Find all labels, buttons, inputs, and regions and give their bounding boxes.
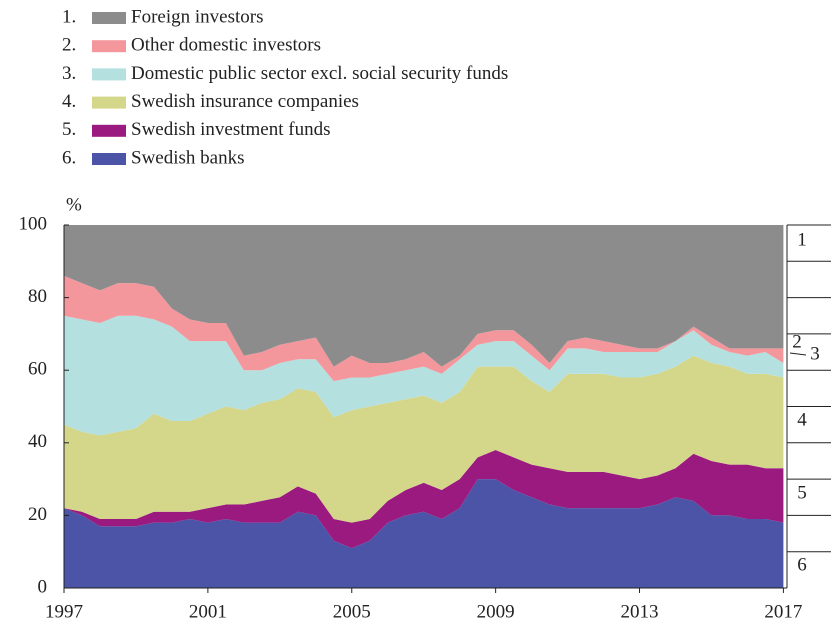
- legend-label: Domestic public sector excl. social secu…: [131, 63, 508, 84]
- area: [64, 225, 784, 367]
- legend-swatch: [92, 124, 126, 137]
- area: [64, 355, 784, 523]
- x-tick-label: 2005: [333, 601, 371, 622]
- area-label: 4: [797, 409, 807, 430]
- y-tick-label: 100: [19, 213, 48, 234]
- area-label: 1: [797, 229, 807, 250]
- y-unit: %: [66, 194, 82, 215]
- legend-number: 1.: [62, 6, 76, 27]
- area-label: 5: [797, 482, 807, 503]
- x-tick-label: 1997: [45, 601, 83, 622]
- area: [64, 450, 784, 549]
- y-tick-label: 40: [28, 431, 47, 452]
- area-label: 2: [792, 331, 802, 352]
- legend-label: Swedish insurance companies: [131, 91, 359, 112]
- area-label: 3: [810, 343, 820, 364]
- legend-swatch: [92, 12, 126, 24]
- area: [64, 479, 784, 588]
- legend-label: Foreign investors: [131, 6, 263, 27]
- area: [64, 275, 784, 382]
- y-tick-label: 0: [38, 576, 48, 597]
- x-tick-label: 2017: [764, 601, 802, 622]
- legend-label: Swedish banks: [131, 147, 244, 168]
- y-tick-label: 60: [28, 359, 47, 380]
- legend-label: Other domestic investors: [131, 35, 321, 56]
- legend-number: 4.: [62, 91, 76, 112]
- legend-swatch: [92, 96, 126, 109]
- legend-number: 2.: [62, 35, 76, 56]
- legend-swatch: [92, 68, 126, 81]
- legend-number: 3.: [62, 63, 76, 84]
- legend-label: Swedish investment funds: [131, 119, 331, 140]
- legend-number: 5.: [62, 119, 76, 140]
- area-label: 6: [797, 554, 807, 575]
- legend-swatch: [92, 153, 126, 165]
- x-tick-label: 2013: [621, 601, 659, 622]
- legend-swatch: [92, 40, 126, 53]
- y-tick-label: 80: [28, 286, 47, 307]
- legend-number: 6.: [62, 147, 76, 168]
- y-tick-label: 20: [28, 504, 47, 525]
- x-tick-label: 2009: [477, 601, 515, 622]
- area: [64, 315, 784, 436]
- label-leader: [789, 352, 807, 356]
- x-tick-label: 2001: [189, 601, 227, 622]
